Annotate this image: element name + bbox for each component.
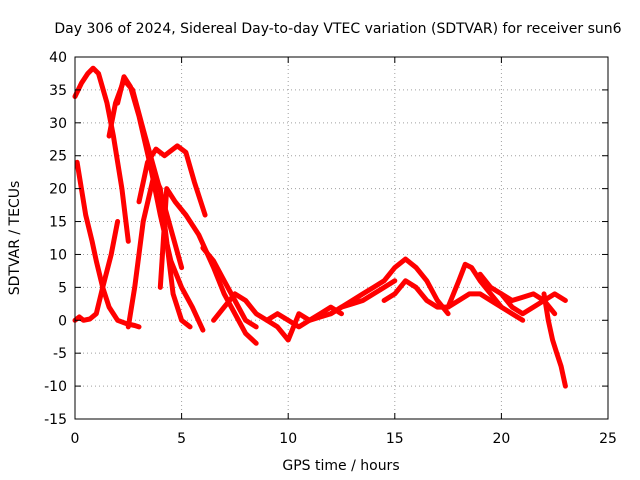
series-sat-track-1 xyxy=(72,65,131,244)
y-tick-label: 40 xyxy=(49,50,67,66)
series-sat-track-11 xyxy=(264,278,398,343)
y-tick-label: 15 xyxy=(49,215,67,231)
series-layer xyxy=(72,65,568,389)
x-tick-label: 25 xyxy=(599,431,617,447)
series-sat-track-9 xyxy=(200,245,259,330)
y-tick-label: 10 xyxy=(49,247,67,263)
ticks xyxy=(74,56,609,420)
grid xyxy=(75,57,608,419)
series-sat-track-14 xyxy=(445,261,526,323)
series-sat-track-7 xyxy=(125,173,193,330)
series-sat-track-4 xyxy=(136,143,208,218)
x-axis-title: GPS time / hours xyxy=(282,458,399,474)
series-sat-track-5 xyxy=(74,159,142,330)
series-sat-track-15 xyxy=(477,271,568,303)
y-tick-label: 25 xyxy=(49,149,67,165)
x-tick-label: 10 xyxy=(279,431,297,447)
y-tick-label: 0 xyxy=(58,313,67,329)
series-sat-track-12 xyxy=(328,256,451,317)
y-tick-label: 35 xyxy=(49,83,67,99)
series-sat-track-10 xyxy=(211,291,344,330)
y-axis-title: SDTVAR / TECUs xyxy=(7,181,23,296)
series-sat-track-13 xyxy=(381,278,504,310)
y-tick-label: 30 xyxy=(49,116,67,132)
y-tick-label: -10 xyxy=(44,379,67,395)
x-tick-label: 20 xyxy=(492,431,510,447)
y-tick-label: -5 xyxy=(53,346,67,362)
chart-title: Day 306 of 2024, Sidereal Day-to-day VTE… xyxy=(54,21,621,37)
x-tick-labels: 0 5 10 15 20 25 xyxy=(71,431,617,447)
y-tick-label: 5 xyxy=(58,280,67,296)
series-sat-track-17 xyxy=(541,291,568,389)
y-tick-label: -15 xyxy=(44,412,67,428)
y-tick-label: 20 xyxy=(49,182,67,198)
plot-frame xyxy=(74,56,609,420)
x-tick-label: 15 xyxy=(386,431,404,447)
series-sat-track-6 xyxy=(72,219,121,323)
x-tick-label: 0 xyxy=(71,431,80,447)
x-tick-label: 5 xyxy=(177,431,186,447)
y-tick-labels: -15 -10 -5 0 5 10 15 20 25 30 35 40 xyxy=(44,50,67,428)
